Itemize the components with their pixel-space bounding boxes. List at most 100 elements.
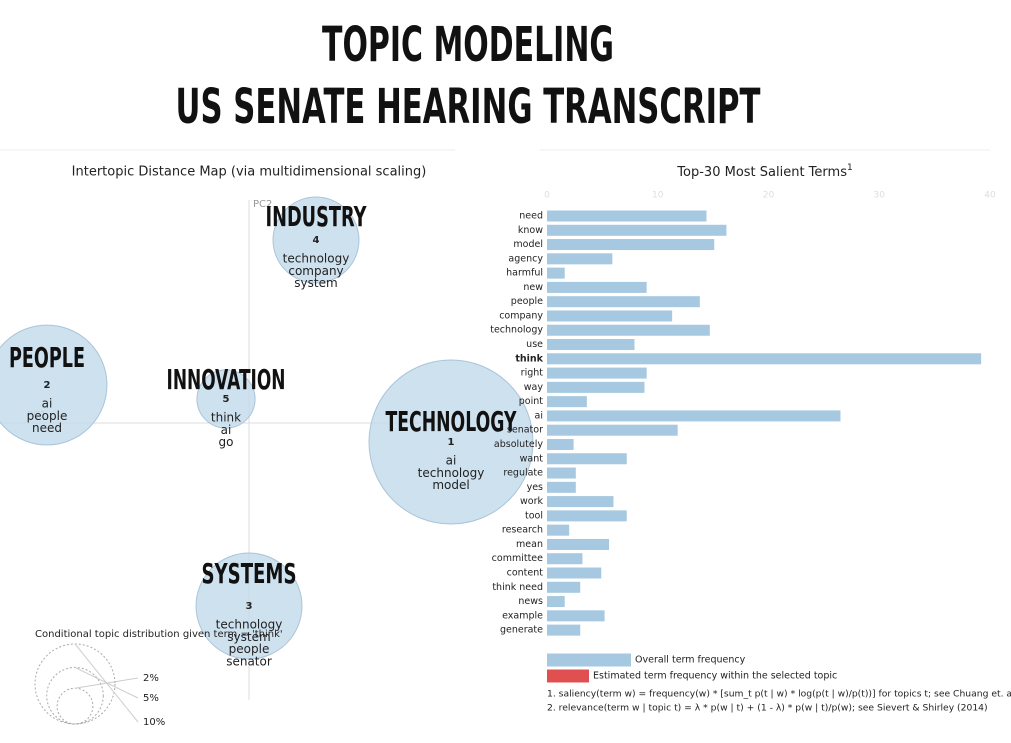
term-label: use [526, 339, 543, 350]
bar [547, 381, 645, 393]
bar [547, 339, 635, 351]
legend-label: Estimated term frequency within the sele… [593, 671, 837, 682]
legend-title: Conditional topic distribution given ter… [35, 629, 283, 640]
bar [547, 610, 605, 622]
x-tick-label: 30 [874, 191, 886, 201]
topic-term: system [294, 276, 337, 290]
bar [547, 438, 574, 450]
term-label: company [499, 310, 543, 321]
topic-bubble [272, 196, 360, 284]
topic-bubble [195, 552, 303, 660]
legend-label: 10% [143, 717, 165, 728]
term-label: technology [490, 325, 543, 336]
term-label: content [507, 568, 544, 579]
bar [547, 253, 613, 265]
term-label: want [520, 453, 544, 464]
topic-bubble [0, 324, 108, 446]
legend-swatch [547, 653, 631, 667]
bar [547, 324, 710, 336]
term-label: yes [527, 482, 543, 493]
bar [547, 396, 587, 408]
topic-term: ai [221, 423, 232, 437]
x-tick-label: 40 [984, 191, 996, 201]
title-line: US SENATE HEARING TRANSCRIPT [176, 79, 761, 135]
bar [547, 224, 727, 236]
term-label: regulate [503, 468, 543, 479]
topic-number: 2 [44, 380, 51, 391]
topic-term: company [288, 264, 343, 278]
map-title: Intertopic Distance Map (via multidimens… [72, 165, 427, 180]
topic-term: technology [283, 252, 350, 266]
bar [547, 296, 700, 308]
term-label: point [519, 396, 544, 407]
x-tick-label: 10 [652, 191, 664, 201]
term-label: think [515, 353, 543, 364]
bar [547, 281, 647, 293]
topic-term: people [229, 642, 270, 656]
legend-circle [56, 687, 94, 725]
term-label: senator [507, 425, 543, 436]
topic-name: INDUSTRY [266, 200, 367, 233]
legend-leader [74, 643, 139, 723]
topic-bubble [196, 369, 256, 429]
bar [547, 553, 583, 565]
topic-number: 3 [246, 601, 253, 612]
legend-label: 5% [143, 693, 159, 704]
term-label: new [523, 282, 543, 293]
bar [547, 353, 982, 365]
topic-term: ai [446, 454, 457, 468]
term-label: think need [492, 582, 543, 593]
topic-term: people [27, 409, 68, 423]
topic-number: 5 [223, 394, 230, 405]
bar-title: Top-30 Most Salient Terms1 [676, 163, 852, 180]
term-label: right [521, 368, 544, 379]
topic-term: technology [418, 466, 485, 480]
topic-term: ai [42, 397, 53, 411]
title-line: TOPIC MODELING [322, 17, 614, 73]
term-label: news [518, 596, 543, 607]
x-tick-label: 20 [763, 191, 775, 201]
topic-name: TECHNOLOGY [386, 405, 517, 438]
term-label: work [520, 496, 543, 507]
bar [547, 510, 627, 522]
bar [547, 596, 565, 608]
term-label: research [502, 525, 543, 536]
bar [547, 267, 565, 279]
bar [547, 538, 610, 550]
term-label: mean [516, 539, 543, 550]
legend-circle [46, 666, 104, 725]
term-label: generate [500, 625, 543, 636]
term-label: need [519, 211, 543, 222]
bar [547, 524, 570, 536]
bar-title-text: Top-30 Most Salient Terms [676, 165, 847, 180]
axis-label: PC2 [253, 199, 272, 210]
term-label: committee [492, 553, 543, 564]
term-label: absolutely [494, 439, 543, 450]
bar [547, 496, 614, 508]
bar [547, 310, 673, 322]
topic-term: go [219, 435, 234, 449]
topic-number: 1 [448, 437, 455, 448]
bar [547, 424, 678, 436]
topic-term: think [211, 411, 241, 425]
topic-bubble [368, 359, 534, 525]
footnote: 2. relevance(term w | topic t) = λ * p(w… [547, 703, 988, 714]
legend-swatch [547, 669, 589, 683]
bar [547, 367, 647, 379]
term-label: example [502, 610, 543, 621]
bar [547, 481, 576, 493]
bar [547, 567, 602, 579]
term-label: way [524, 382, 544, 393]
topic-term: need [32, 421, 62, 435]
legend-label: 2% [143, 673, 159, 684]
bar [547, 239, 715, 251]
topic-term: system [227, 630, 270, 644]
bar [547, 581, 581, 593]
topic-number: 4 [313, 235, 320, 246]
topic-name: INNOVATION [167, 363, 286, 396]
term-label: ai [535, 410, 543, 421]
legend-label: Overall term frequency [635, 655, 746, 666]
footnote: 1. saliency(term w) = frequency(w) * [su… [547, 689, 1011, 700]
term-label: know [518, 225, 543, 236]
